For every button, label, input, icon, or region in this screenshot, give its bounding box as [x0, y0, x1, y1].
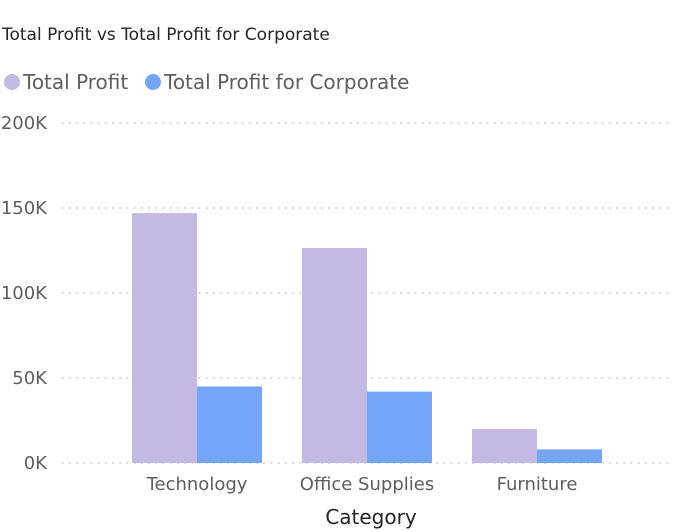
bar-1-1[interactable]: [367, 391, 432, 463]
legend-marker-0: [4, 74, 20, 90]
x-axis-tick-labels: Technology Office Supplies Furniture: [146, 474, 578, 495]
chart-title: Total Profit vs Total Profit for Corpora…: [1, 25, 330, 45]
y-tick-label-0: 0K: [24, 453, 48, 474]
y-tick-label-3: 150K: [1, 198, 48, 219]
bar-2-0[interactable]: [472, 429, 537, 463]
y-tick-label-4: 200K: [1, 113, 48, 134]
legend-label-1: Total Profit for Corporate: [163, 70, 409, 94]
bar-1-0[interactable]: [302, 247, 367, 463]
x-tick-label-2: Furniture: [497, 474, 578, 495]
bar-0-1[interactable]: [197, 386, 262, 464]
x-axis-title: Category: [325, 505, 417, 529]
bars: [132, 213, 602, 463]
legend-label-0: Total Profit: [22, 70, 128, 94]
y-tick-label-2: 100K: [1, 283, 48, 304]
bar-0-0[interactable]: [132, 213, 197, 463]
legend: Total Profit Total Profit for Corporate: [4, 70, 409, 94]
y-tick-label-1: 50K: [12, 368, 48, 389]
legend-marker-1: [145, 74, 161, 90]
bar-2-1[interactable]: [537, 449, 602, 463]
x-tick-label-1: Office Supplies: [300, 474, 434, 495]
y-axis-tick-labels: 0K 50K 100K 150K 200K: [1, 113, 48, 474]
x-tick-label-0: Technology: [146, 474, 248, 495]
